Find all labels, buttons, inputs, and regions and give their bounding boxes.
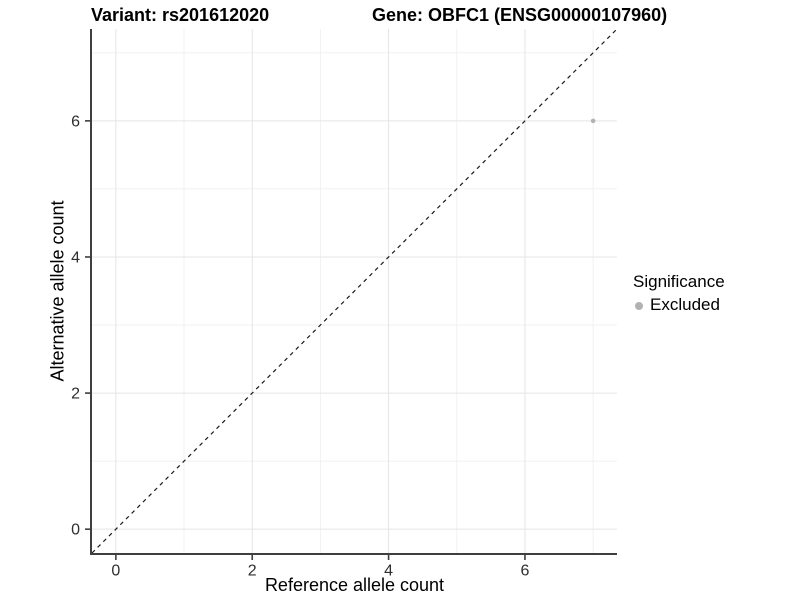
x-tick-label: 0 bbox=[111, 563, 120, 580]
legend: Significance Excluded bbox=[633, 272, 725, 316]
y-tick-label: 4 bbox=[71, 249, 80, 266]
x-axis-title: Reference allele count bbox=[264, 575, 445, 595]
legend-item-excluded: Excluded bbox=[635, 295, 725, 315]
legend-title: Significance bbox=[633, 272, 725, 291]
legend-point-icon bbox=[635, 301, 643, 310]
identity-reference-line bbox=[91, 28, 618, 554]
y-tick-label: 0 bbox=[71, 522, 80, 539]
x-tick-label: 6 bbox=[521, 563, 530, 580]
gene-title: Gene: OBFC1 (ENSG00000107960) bbox=[372, 5, 668, 25]
y-tick-label: 6 bbox=[71, 113, 80, 130]
x-tick-label: 2 bbox=[248, 563, 257, 580]
y-tick-label: 2 bbox=[71, 386, 80, 403]
variant-title: Variant: rs201612020 bbox=[91, 5, 270, 25]
x-tick-label: 4 bbox=[384, 563, 393, 580]
legend-item-label: Excluded bbox=[650, 295, 720, 315]
data-point bbox=[590, 118, 596, 124]
y-axis-title: Alternative allele count bbox=[47, 200, 68, 382]
